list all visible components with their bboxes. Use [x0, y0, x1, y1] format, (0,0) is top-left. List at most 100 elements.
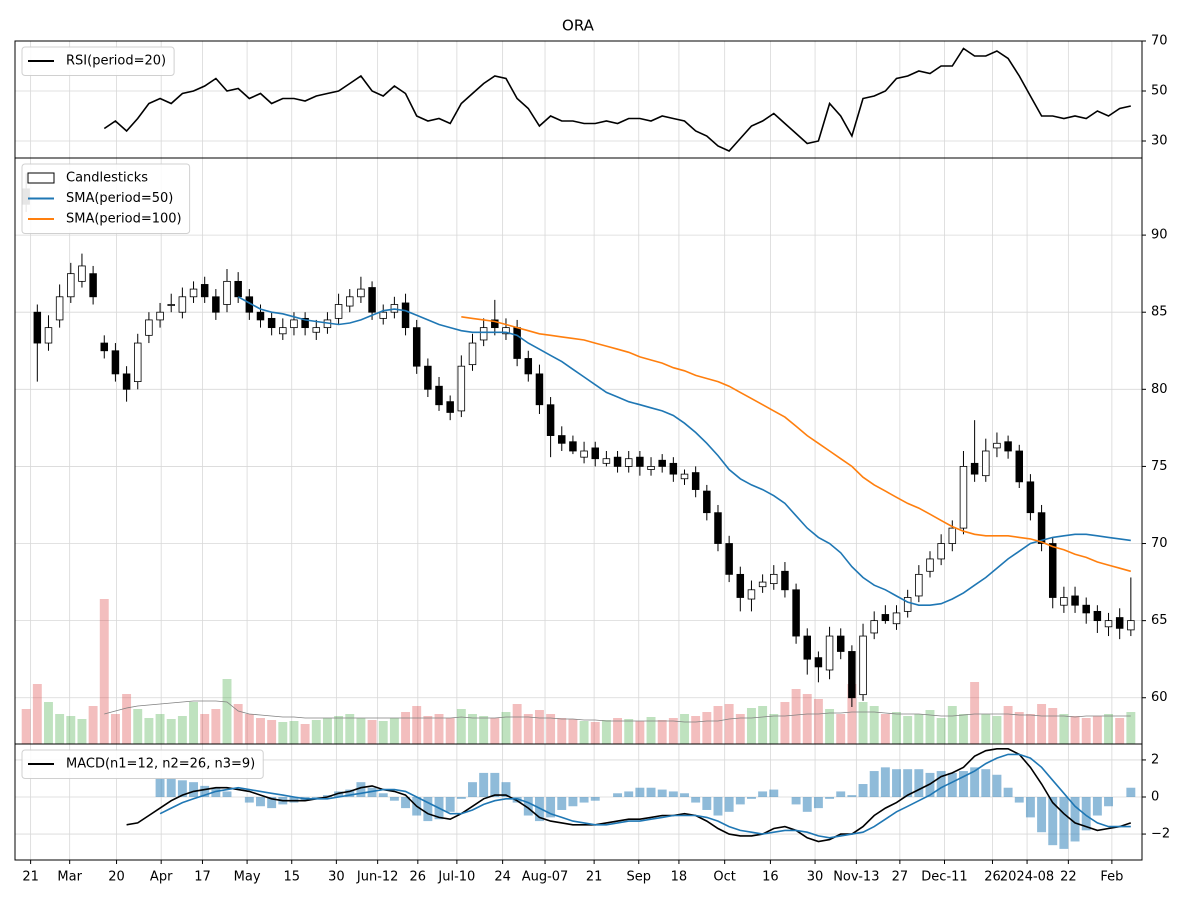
volume-bar	[1092, 716, 1102, 744]
histogram-bar	[155, 778, 165, 797]
volume-bar	[568, 719, 578, 744]
histogram-bar	[189, 782, 198, 797]
histogram-bar	[635, 787, 645, 797]
histogram-bar	[847, 795, 857, 797]
y-tick-label: 70	[1151, 536, 1168, 551]
histogram-bar	[1014, 796, 1024, 803]
histogram-bar	[200, 785, 210, 797]
legend-label: MACD(n1=12, n2=26, n3=9)	[66, 757, 255, 772]
candle-body	[725, 543, 733, 575]
candle-body	[1104, 620, 1113, 628]
candle-body	[870, 620, 878, 634]
legend-box	[21, 46, 175, 76]
candle-body	[200, 284, 209, 298]
histogram-bar	[959, 771, 968, 797]
histogram-bar	[769, 789, 779, 797]
histogram-bar	[836, 791, 846, 797]
histogram-bar	[1059, 796, 1069, 849]
histogram-bar	[557, 796, 567, 810]
legend-swatch	[27, 172, 55, 184]
y-tick-label: 75	[1151, 459, 1168, 474]
volume-bar	[657, 720, 667, 744]
y-tick-label: 70	[1151, 34, 1168, 49]
plot-area	[15, 158, 1142, 744]
y-tick-label: 60	[1151, 690, 1168, 705]
candle-body	[256, 311, 265, 321]
histogram-bar	[244, 796, 254, 803]
histogram-bar	[579, 796, 589, 803]
volume-bar	[122, 694, 132, 744]
volume-bar	[256, 718, 265, 744]
histogram-bar	[222, 791, 232, 797]
candle-body	[680, 473, 689, 480]
volume-bar	[624, 719, 634, 744]
x-tick-label: 26	[984, 870, 1001, 885]
volume-bar	[557, 718, 567, 744]
volume-bar	[1115, 718, 1125, 744]
histogram-bar	[981, 769, 991, 797]
candle-body	[881, 614, 890, 622]
candle-body	[825, 635, 834, 671]
x-tick-label: Feb	[1100, 870, 1123, 885]
volume-bar	[970, 682, 980, 744]
histogram-bar	[267, 796, 277, 809]
candle-body	[212, 296, 220, 313]
y-tick-label: −2	[1151, 827, 1170, 842]
x-tick-label: 18	[671, 870, 688, 885]
candle-body	[915, 573, 923, 597]
y-tick-label: 80	[1151, 382, 1168, 397]
legend-label: RSI(period=20)	[66, 54, 166, 69]
histogram-bar	[646, 787, 656, 797]
volume-bar	[925, 710, 935, 744]
volume-bar	[702, 712, 712, 744]
histogram-bar	[166, 778, 176, 797]
histogram-bar	[746, 796, 756, 799]
candle-body	[524, 358, 533, 375]
legend-box	[21, 163, 191, 234]
volume-bar	[1014, 712, 1024, 744]
candle-body	[926, 558, 934, 572]
histogram-bar	[713, 796, 723, 816]
x-tick-label: May	[234, 870, 261, 885]
chart-title: ORA	[562, 17, 595, 35]
candle-body	[513, 327, 521, 359]
candle-body	[602, 458, 611, 464]
volume-bar	[746, 708, 756, 744]
candle-body	[1015, 450, 1024, 483]
volume-bar	[468, 714, 477, 744]
volume-bar	[267, 720, 277, 744]
candle-body	[792, 589, 800, 637]
volume-bar	[423, 716, 433, 744]
volume-bar	[412, 706, 422, 744]
y-tick-label: 0	[1151, 789, 1159, 804]
x-tick-label: Jul-10	[437, 870, 475, 885]
candle-body	[133, 342, 142, 383]
candle-body	[290, 319, 298, 329]
legend: RSI(period=20)	[21, 46, 175, 76]
volume-bar	[992, 716, 1002, 744]
series-line	[103, 47, 1131, 152]
histogram-bar	[512, 796, 522, 803]
x-tick-label: 20	[108, 870, 125, 885]
volume-bar	[724, 704, 734, 744]
histogram-bar	[1037, 796, 1047, 833]
candle-body	[569, 441, 577, 452]
candle-body	[558, 435, 566, 444]
candle-body	[312, 327, 321, 333]
candle-body	[993, 442, 1001, 449]
histogram-bar	[311, 796, 321, 799]
histogram-bar	[445, 796, 455, 812]
volume-bar	[334, 716, 344, 744]
histogram-bar	[680, 793, 689, 797]
candle-body	[1093, 610, 1102, 622]
y-tick-label: 65	[1151, 613, 1168, 628]
volume-bar	[155, 714, 165, 744]
candle-body	[279, 327, 287, 335]
histogram-bar	[256, 796, 265, 807]
histogram-bar	[903, 769, 913, 797]
legend: MACD(n1=12, n2=26, n3=9)	[21, 749, 264, 779]
histogram-bar	[813, 796, 823, 809]
volume-bar	[322, 718, 332, 744]
legend-label: SMA(period=50)	[66, 191, 173, 206]
